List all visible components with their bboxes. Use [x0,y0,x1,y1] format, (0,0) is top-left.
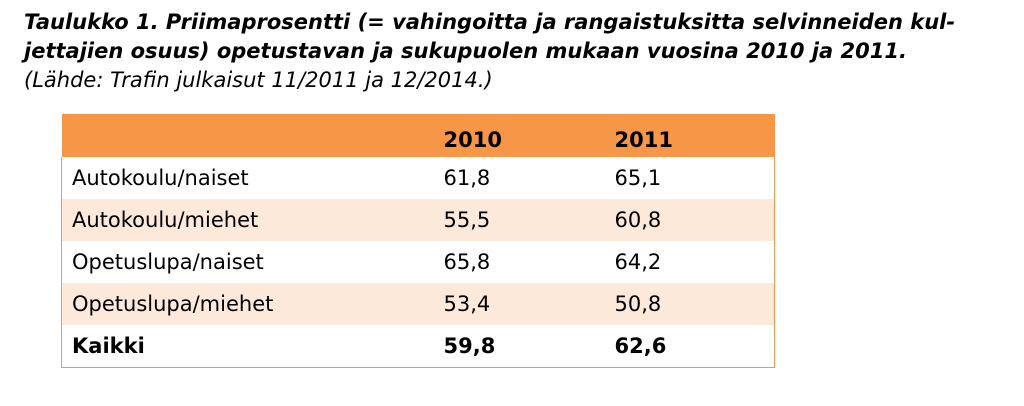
table-row: Opetuslupa/miehet 53,4 50,8 [61,283,775,325]
header-cell-category [62,114,434,157]
header-cell-2011: 2011 [614,127,673,152]
row-label: Kaikki [72,333,145,358]
row-label: Opetuslupa/naiset [72,250,264,274]
header-cell-2010: 2010 [443,127,502,152]
caption-source: (Lähde: Trafin julkaisut 11/2011 ja 12/2… [24,68,493,92]
row-label: Autokoulu/miehet [72,208,259,232]
value-2011: 65,1 [614,166,662,190]
caption-title-line-2: jettajien osuus) opetustavan ja sukupuol… [24,39,907,63]
table-caption: Taulukko 1. Priimaprosentti (= vahingoit… [24,8,1014,94]
table-row: Autokoulu/miehet 55,5 60,8 [61,199,775,241]
value-2011: 62,6 [614,333,667,358]
table-row: Opetuslupa/naiset 65,8 64,2 [61,241,775,283]
value-2011: 50,8 [614,292,662,316]
caption-title-line-1: Taulukko 1. Priimaprosentti (= vahingoit… [24,10,956,34]
value-2010: 61,8 [443,166,491,190]
row-label: Opetuslupa/miehet [72,292,274,316]
caption-title: Taulukko 1. Priimaprosentti (= vahingoit… [24,8,1014,66]
value-2010: 53,4 [443,292,491,316]
table-header-row: 2010 2011 [61,114,775,157]
table-total-row: Kaikki 59,8 62,6 [61,325,775,367]
value-2011: 64,2 [614,250,662,274]
value-2010: 65,8 [443,250,491,274]
value-2010: 55,5 [443,208,491,232]
priima-table: 2010 2011 Autokoulu/naiset 61,8 65,1 Aut… [61,114,775,368]
value-2011: 60,8 [614,208,662,232]
row-label: Autokoulu/naiset [72,166,249,190]
table-row: Autokoulu/naiset 61,8 65,1 [61,157,775,199]
value-2010: 59,8 [443,333,496,358]
